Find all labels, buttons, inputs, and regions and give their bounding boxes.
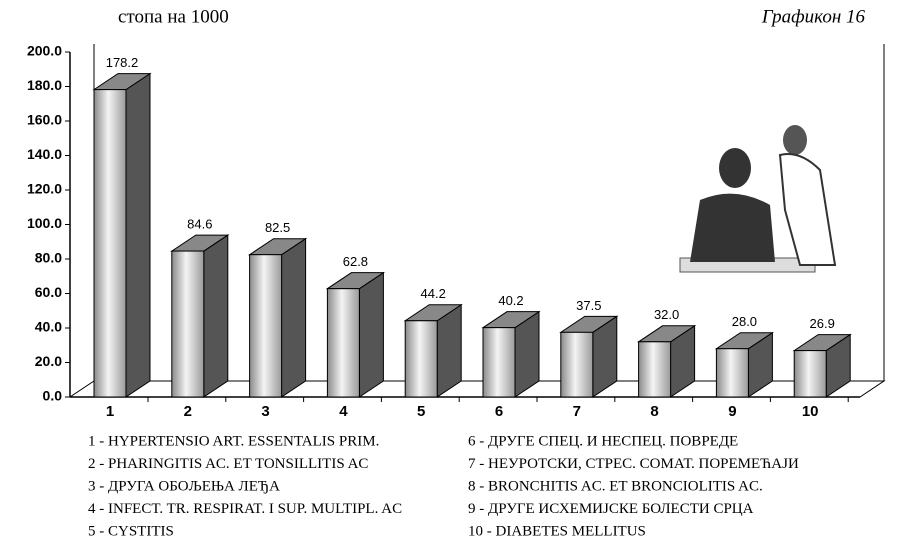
bar-front	[483, 328, 515, 397]
x-tick-label: 3	[261, 403, 269, 420]
legend-entry: 10 - DIABETES MELLITUS	[468, 523, 646, 539]
bar-side	[204, 235, 228, 397]
x-tick-label: 6	[495, 403, 503, 420]
chart: стопа на 1000 Графикон 16 0.0 20.0 40.0 60.…	[0, 0, 901, 549]
value-label: 82.5	[265, 220, 290, 235]
legend-entry: 2 - PHARINGITIS AC. ET TONSILLITIS AC	[88, 456, 368, 472]
illustration	[680, 125, 835, 272]
value-label: 32.0	[654, 307, 679, 322]
legend-entry: 4 - INFECT. TR. RESPIRAT. I SUP. MULTIPL…	[88, 501, 402, 517]
legend-entry: 6 - ДРУГЕ СПЕЦ. И НЕСПЕЦ. ПОВРЕДЕ	[468, 433, 738, 449]
legend-entry: 3 - ДРУГА ОБОЉЕЊА ЛЕЂА	[88, 478, 280, 494]
bar	[327, 273, 383, 397]
x-tick-label: 9	[728, 403, 736, 420]
value-label: 62.8	[343, 254, 368, 269]
value-label: 40.2	[498, 293, 523, 308]
bar	[483, 312, 539, 397]
value-label: 28.0	[732, 314, 757, 329]
legend-entry: 8 - BRONCHITIS AC. ET BRONCIOLITIS AC.	[468, 478, 763, 494]
value-label: 37.5	[576, 298, 601, 313]
chart-title: Графикон 16	[761, 6, 866, 27]
bar-front	[561, 332, 593, 397]
value-label: 84.6	[187, 217, 212, 232]
x-tick-label: 1	[106, 403, 114, 420]
y-tick-label: 140.0	[27, 146, 62, 162]
x-tick-label: 2	[184, 403, 192, 420]
bar-front	[327, 289, 359, 397]
value-label: 44.2	[421, 286, 446, 301]
y-tick-label: 0.0	[43, 388, 63, 404]
bar-front	[405, 321, 437, 397]
legend-entry: 5 - CYSTITIS	[88, 523, 174, 539]
subtitle: стопа на 1000	[118, 6, 229, 27]
y-tick-label: 180.0	[27, 77, 62, 93]
x-tick-label: 10	[802, 403, 819, 420]
bar-side	[282, 239, 306, 397]
bar	[405, 305, 461, 397]
bar-front	[639, 342, 671, 397]
x-tick-label: 5	[417, 403, 425, 420]
y-tick-label: 160.0	[27, 112, 62, 128]
bar	[94, 74, 150, 397]
value-label: 26.9	[810, 316, 835, 331]
bar-front	[94, 90, 126, 397]
value-label: 178.2	[106, 55, 139, 70]
y-tick-label: 80.0	[35, 250, 62, 266]
y-tick-label: 120.0	[27, 181, 62, 197]
x-tick-label: 7	[573, 403, 581, 420]
x-tick-label: 4	[339, 403, 348, 420]
bar-side	[359, 273, 383, 397]
y-tick-label: 200.0	[27, 43, 62, 59]
bar-front	[716, 349, 748, 397]
x-tick-label: 8	[650, 403, 658, 420]
bar	[172, 235, 228, 397]
legend-entry: 7 - НЕУРОТСКИ, СТРЕС. СОМАТ. ПОРЕМЕЋАЈИ	[468, 456, 799, 472]
y-tick-label: 40.0	[35, 319, 62, 335]
legend-entry: 9 - ДРУГЕ ИСХЕМИЈСКЕ БОЛЕСТИ СРЦА	[468, 501, 754, 517]
y-tick-label: 60.0	[35, 284, 62, 300]
bar-front	[250, 255, 282, 397]
bar	[250, 239, 306, 397]
bar	[639, 326, 695, 397]
bar-front	[794, 351, 826, 397]
bar	[561, 316, 617, 397]
y-tick-label: 20.0	[35, 353, 62, 369]
legend-entry: 1 - HYPERTENSIO ART. ESSENTALIS PRIM.	[88, 433, 379, 449]
bar-side	[126, 74, 150, 397]
y-tick-label: 100.0	[27, 215, 62, 231]
bar-front	[172, 251, 204, 397]
